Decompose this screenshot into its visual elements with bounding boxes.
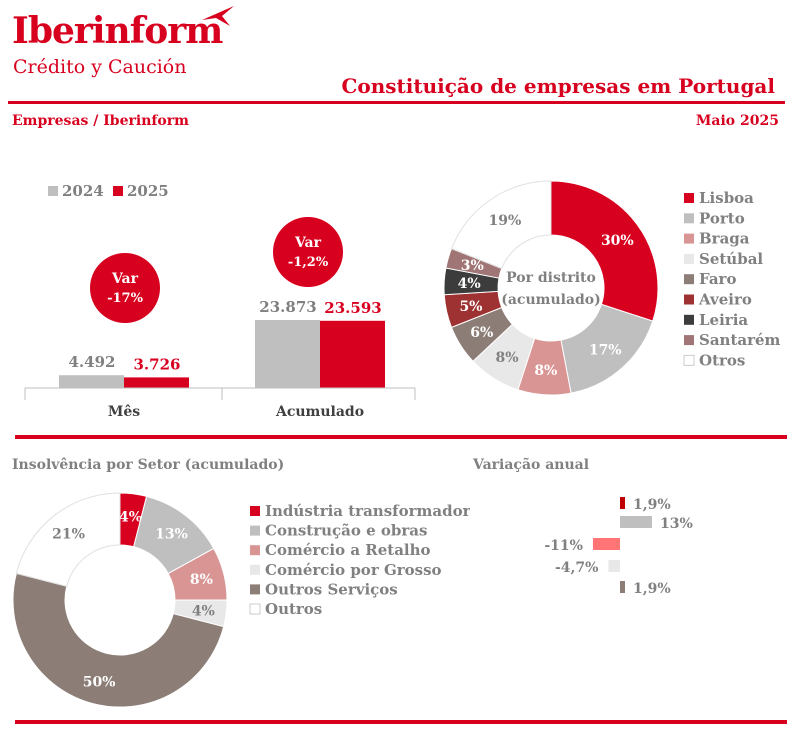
variation-bar <box>608 560 620 572</box>
legend-swatch <box>250 564 260 575</box>
legend-label: Comércio a Retalho <box>265 541 431 559</box>
bar-2024 <box>255 320 320 388</box>
variation-bubble <box>273 217 343 287</box>
divider <box>15 720 787 724</box>
variation-bar <box>620 497 625 509</box>
legend-label: Braga <box>699 230 750 248</box>
legend-label: Leiria <box>699 311 748 329</box>
legend-swatch <box>250 584 260 595</box>
sector-chart-title: Insolvência por Setor (acumulado) <box>12 457 285 473</box>
slice-label: 8% <box>190 572 213 588</box>
slice-label: 5% <box>459 299 482 315</box>
variation-bar <box>620 581 625 593</box>
source-label: Empresas / Iberinform <box>12 113 189 129</box>
bar-value-label: 3.726 <box>134 355 181 373</box>
variation-chart-title: Variação anual <box>473 457 590 473</box>
slice-label: 6% <box>470 325 493 341</box>
legend-label-2024: 2024 <box>62 182 104 200</box>
bar-2025 <box>124 377 189 388</box>
slice-label: 19% <box>489 213 522 229</box>
logo-subtitle: Crédito y Caución <box>13 56 187 78</box>
page-title: Constituição de empresas em Portugal <box>341 74 775 98</box>
bar-2024 <box>59 375 124 388</box>
legend-label: Setúbal <box>699 250 763 268</box>
variation-title: Var <box>294 235 322 251</box>
bar-value-label: 4.492 <box>69 353 116 371</box>
slice-label: 30% <box>601 233 634 249</box>
legend-label: Indústria transformadora <box>265 502 470 520</box>
slice-Otros <box>450 180 552 270</box>
slice-label: 17% <box>589 343 622 359</box>
donut-center-title-line1: Por distrito <box>506 270 596 286</box>
legend-label: Lisboa <box>699 189 754 207</box>
slice-label: 50% <box>83 674 116 690</box>
slice-Outros Serviços <box>12 572 225 708</box>
variation-bubble <box>90 253 160 323</box>
divider <box>8 101 785 104</box>
logo-bird-icon <box>202 6 234 26</box>
legend-swatch <box>684 233 694 244</box>
variation-title: Var <box>111 271 139 287</box>
legend-swatch <box>684 314 694 325</box>
slice-label: 8% <box>534 363 557 379</box>
variation-bar <box>620 516 652 528</box>
slice-label: 3% <box>461 258 484 274</box>
legend-swatch <box>684 213 694 224</box>
slice-Outros <box>15 492 121 587</box>
category-label: Acumulado <box>275 404 364 420</box>
variation-label: 1,9% <box>633 497 671 513</box>
slice-label: 4% <box>458 276 481 292</box>
divider <box>15 435 787 439</box>
date-label: Maio 2025 <box>695 113 779 129</box>
legend-label: Otros <box>699 351 745 369</box>
bar-2025 <box>320 320 385 388</box>
legend-label: Comércio por Grosso <box>265 561 442 579</box>
slice-label: 4% <box>119 510 142 526</box>
legend-label: Porto <box>699 209 745 227</box>
slice-label: 21% <box>52 527 85 543</box>
legend-swatch <box>684 335 694 346</box>
legend-label: Faro <box>699 270 736 288</box>
category-label: Mês <box>108 404 140 420</box>
variation-label: 13% <box>660 516 693 532</box>
donut-center-title-line2: (acumulado) <box>501 292 601 308</box>
slice-Lisboa <box>550 180 659 322</box>
legend-label: Outros Serviços <box>265 580 398 598</box>
bar-value-label: 23.593 <box>324 299 381 317</box>
legend-swatch <box>683 354 695 366</box>
legend-swatch <box>249 603 261 615</box>
variation-bar-chart: 1,9% 13% -11% -4,7% 1,9% <box>544 497 693 597</box>
legend-label: Construção e obras <box>265 522 427 540</box>
legend-swatch <box>250 545 260 556</box>
legend-swatch <box>684 253 694 264</box>
legend-swatch <box>250 506 260 516</box>
legend-label: Aveiro <box>698 291 752 309</box>
slice-label: 13% <box>155 527 188 543</box>
legend-swatch <box>684 294 694 305</box>
legend-swatch-2024 <box>48 186 58 196</box>
variation-label: -11% <box>544 538 583 554</box>
legend-swatch-2025 <box>113 186 123 196</box>
variation-value: -1,2% <box>288 255 329 270</box>
variation-label: -4,7% <box>555 560 598 576</box>
companies-bar-chart: 2024 2025 4.492 3.726 Mês Var -17% 23.873 23.593… <box>24 182 416 420</box>
legend-swatch <box>684 193 694 203</box>
slice-label: 4% <box>192 604 215 620</box>
legend-label-2025: 2025 <box>127 182 169 200</box>
legend-swatch <box>684 274 694 285</box>
variation-label: 1,9% <box>633 581 671 597</box>
district-donut-chart: 30% Lisboa 17% Porto 8% Braga 8% Setúbal 6% Faro 5… <box>443 180 781 396</box>
variation-bar <box>592 538 620 550</box>
legend-label: Outros <box>265 600 322 618</box>
sector-donut-chart: 4% Indústria transformadora 13% Construção … <box>12 492 470 708</box>
legend-label: Santarém <box>699 331 781 349</box>
logo-text: Iberinform <box>12 10 223 52</box>
legend-swatch <box>250 525 260 536</box>
bar-value-label: 23.873 <box>259 298 316 316</box>
variation-value: -17% <box>107 291 143 306</box>
slice-label: 8% <box>496 350 519 366</box>
